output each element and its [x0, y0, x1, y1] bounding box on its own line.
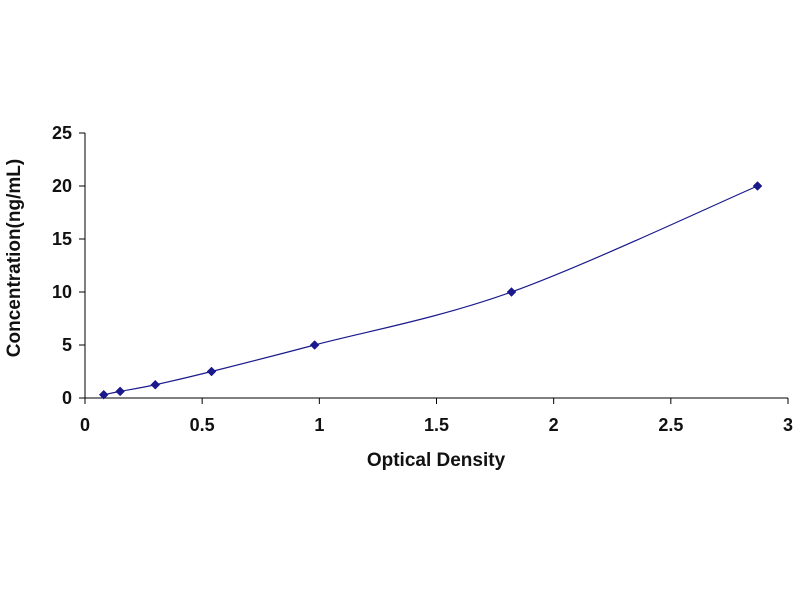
y-tick-label: 5 [62, 335, 72, 355]
data-point-marker [506, 287, 517, 297]
data-point-marker [752, 181, 763, 191]
y-tick-label: 0 [62, 388, 72, 408]
data-point-marker [309, 340, 320, 350]
x-tick-label: 3 [783, 415, 793, 435]
x-tick-label: 1.5 [424, 415, 449, 435]
x-tick-label: 0 [80, 415, 90, 435]
data-point-marker [115, 386, 126, 397]
y-tick-label: 15 [52, 229, 72, 249]
tick-marks [79, 132, 789, 404]
data-point-marker [98, 389, 109, 400]
x-tick-label: 2 [549, 415, 559, 435]
x-tick-label: 0.5 [190, 415, 215, 435]
trend-line-path [103, 185, 758, 396]
x-tick-label: 1 [314, 415, 324, 435]
axes [84, 133, 788, 399]
y-tick-label: 10 [52, 282, 72, 302]
y-tick-label: 25 [52, 123, 72, 143]
y-axis-title: Concentration(ng/mL) [4, 159, 25, 357]
data-points [98, 181, 763, 400]
tick-labels: 0 5 10 15 20 25 0 0.5 1 1.5 2 2.5 3 [52, 123, 793, 435]
y-tick-label: 20 [52, 176, 72, 196]
data-point-marker [206, 366, 217, 377]
trend-line [103, 185, 758, 396]
data-point-marker [150, 379, 161, 390]
x-axis-title: Optical Density [367, 450, 506, 471]
x-tick-label: 2.5 [658, 415, 683, 435]
